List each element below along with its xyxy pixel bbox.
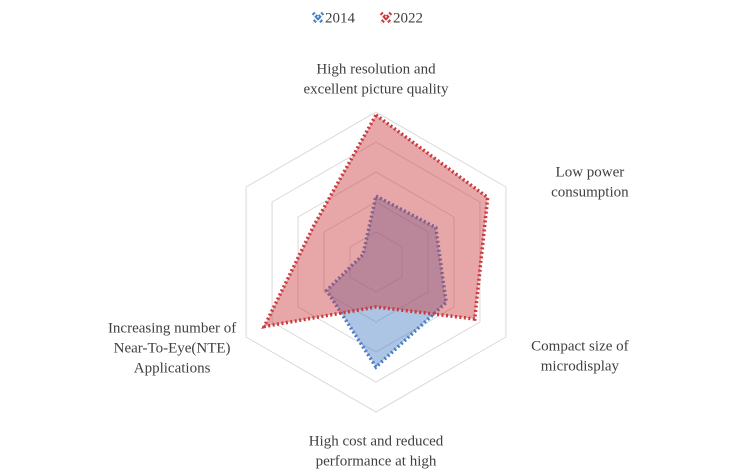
grid-ring <box>271 141 481 383</box>
legend-item: 2014 <box>311 10 356 26</box>
series-area <box>261 112 490 329</box>
axis-label: Near-To-Eye(NTE) <box>114 340 231 356</box>
grid-ring <box>245 111 507 413</box>
axis-label: High cost and reduced <box>309 433 444 449</box>
axis-label: High resolution and <box>316 61 436 77</box>
series-area <box>324 193 449 370</box>
legend-marker <box>379 11 393 25</box>
legend-label: 2022 <box>393 10 423 26</box>
axis-label: Low power <box>556 164 625 180</box>
axis-label: Compact size of <box>531 338 628 354</box>
grid-ring <box>297 171 455 353</box>
axis-label: Increasing number of <box>108 320 236 336</box>
legend-item: 2022 <box>379 10 423 26</box>
axis-label: performance at high <box>316 453 437 469</box>
grid-ring <box>349 231 403 293</box>
legend-marker <box>311 11 325 25</box>
axis-label: microdisplay <box>541 358 620 374</box>
legend-label: 2014 <box>325 10 356 26</box>
axis-label: Applications <box>134 360 211 376</box>
grid-ring <box>323 201 429 323</box>
axis-label: excellent picture quality <box>304 81 449 97</box>
axis-label: consumption <box>551 184 629 200</box>
